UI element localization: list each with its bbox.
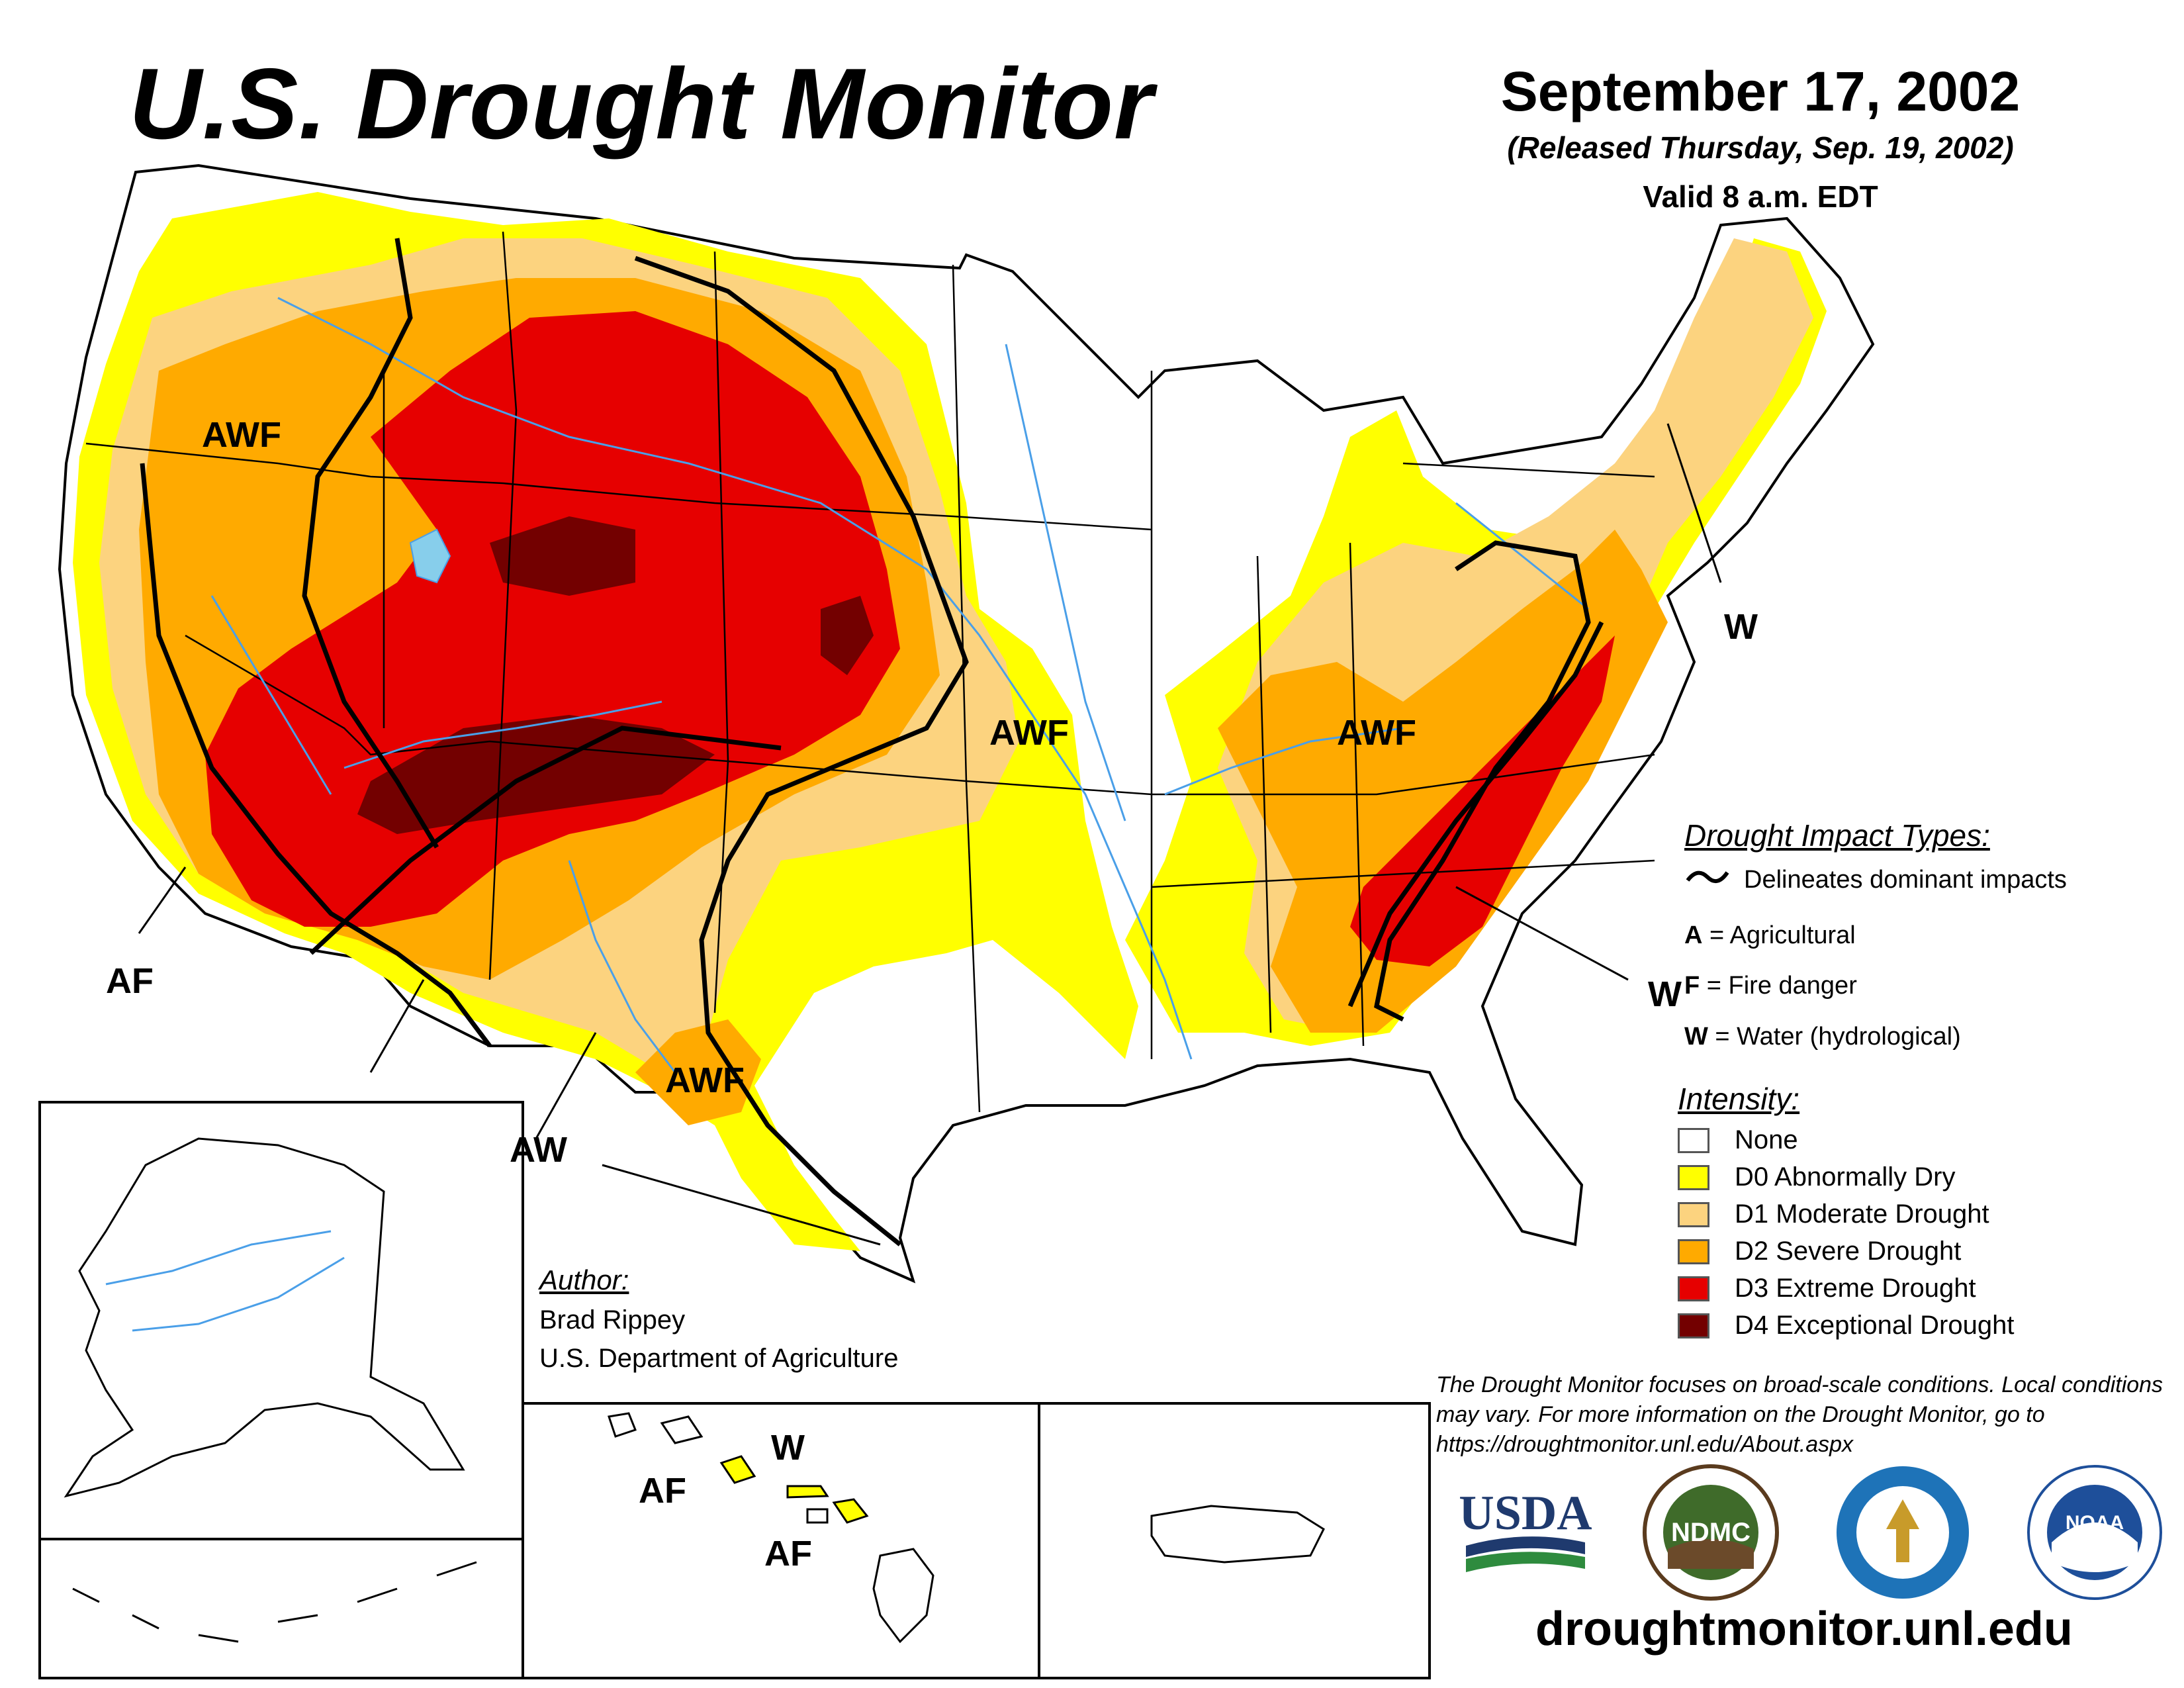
d3-southeast-region [1350,635,1615,966]
impact-label-af-hawaii-oahu: AF [639,1471,686,1511]
intensity-label: D0 Abnormally Dry [1735,1162,1956,1192]
svg-text:NDMC: NDMC [1671,1518,1751,1547]
d2-texas-region [635,1019,761,1125]
commerce-seal-logo [1833,1463,1972,1602]
intensity-label: D3 Extreme Drought [1735,1274,1976,1303]
d4-colorado-region [490,516,635,596]
state-boundaries [85,231,1655,1113]
impact-line-symbol [1686,870,1729,884]
author-name: Brad Rippey [539,1305,686,1335]
impact-label-af-hawaii-maui: AF [764,1534,812,1573]
d4-four-corners-region [357,715,715,834]
impact-delineates-label: Delineates dominant impacts [1744,866,2067,894]
impact-boundaries [140,238,1604,1246]
intensity-row-d1: D1 Moderate Drought [1678,1199,1989,1229]
svg-text:USDA: USDA [1459,1486,1592,1540]
intensity-heading: Intensity: [1678,1082,1800,1116]
intensity-label: D1 Moderate Drought [1735,1199,1989,1229]
intensity-label: D2 Severe Drought [1735,1237,1962,1266]
swatch-d3 [1678,1276,1709,1301]
swatch-d4 [1678,1313,1709,1338]
impact-label-awf-plains: AWF [989,713,1069,753]
intensity-label: D4 Exceptional Drought [1735,1311,2015,1340]
alaska-rivers [105,1230,345,1332]
disclaimer-note: The Drought Monitor focuses on broad-sca… [1436,1372,2163,1457]
impact-label-aw-southwest: AW [510,1130,567,1170]
intensity-row-d2: D2 Severe Drought [1678,1237,1961,1266]
website-link[interactable]: droughtmonitor.unl.edu [1535,1603,2073,1656]
rivers [210,297,1589,1073]
release-date: (Released Thursday, Sep. 19, 2002) [1507,130,2014,165]
impact-types-heading: Drought Impact Types: [1684,818,1990,853]
alaska-shape [64,1137,465,1498]
svg-text:NOAA: NOAA [2066,1512,2124,1534]
impact-label-w-southeast: W [1648,974,1682,1014]
intensity-row-d4: D4 Exceptional Drought [1678,1311,2014,1340]
intensity-label: None [1735,1125,1798,1154]
alaska-aleutians-box [38,1538,524,1679]
puerto-rico-shape [1150,1505,1325,1564]
impact-item-water: W = Water (hydrological) [1684,1023,1961,1051]
intensity-row-d3: D3 Extreme Drought [1678,1274,1976,1303]
intensity-row-none: None [1678,1125,1798,1155]
d4-kansas-region [821,596,874,675]
map-date: September 17, 2002 [1500,60,2021,122]
impact-label-w-northeast: W [1724,607,1758,647]
usda-logo: USDA [1459,1476,1592,1582]
swatch-d2 [1678,1239,1709,1264]
impact-label-af-california: AF [106,961,154,1001]
swatch-d0 [1678,1164,1709,1190]
impact-label-w-hawaii: W [771,1428,805,1468]
impact-item-fire: F = Fire danger [1684,972,1857,1000]
map-title: U.S. Drought Monitor [129,48,1154,160]
d3-west-region [205,311,900,927]
impact-label-awf-texas: AWF [665,1060,745,1100]
hawaii-inset [522,1402,1040,1679]
leader-lines [138,423,1722,1246]
swatch-none [1678,1127,1709,1153]
intensity-row-d0: D0 Abnormally Dry [1678,1162,1955,1192]
impact-label-awf-ohio: AWF [1337,713,1416,753]
ndmc-logo: NDMC [1641,1463,1780,1602]
great-salt-lake [409,528,451,584]
aleutians-shape [72,1561,477,1643]
swatch-d1 [1678,1201,1709,1227]
impact-item-agricultural: A = Agricultural [1684,921,1856,949]
noaa-logo: NOAA [2025,1463,2164,1602]
d2-east-region [1218,530,1668,1033]
author-heading: Author: [539,1264,629,1295]
author-org: U.S. Department of Agriculture [539,1344,899,1373]
valid-time: Valid 8 a.m. EDT [1643,179,1878,214]
impact-label-awf-northwest: AWF [202,415,281,455]
hawaii-islands [608,1412,934,1644]
